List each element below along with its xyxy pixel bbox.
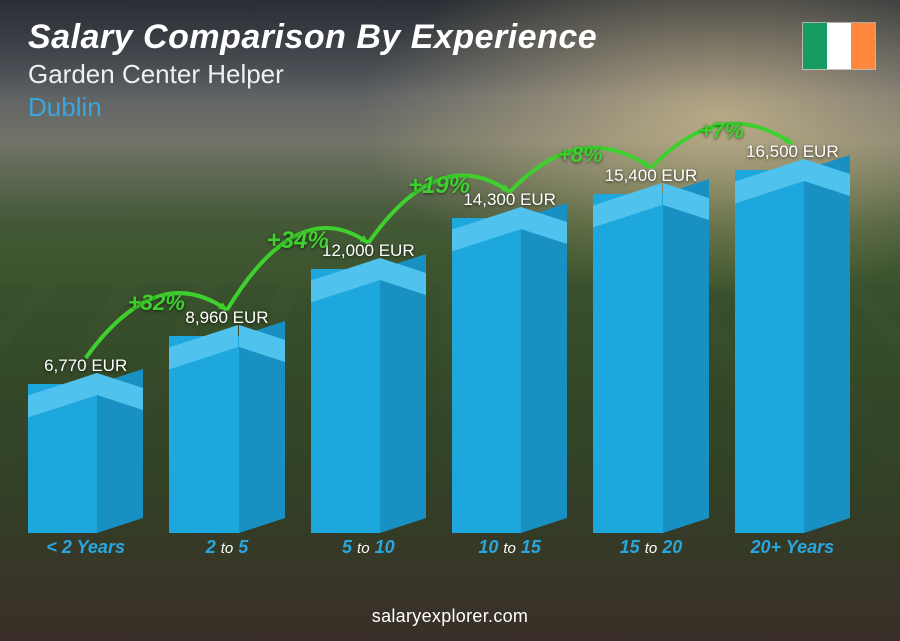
chart-title: Salary Comparison By Experience [28,18,780,57]
bar [169,336,284,533]
bar-value-label: 16,500 EUR [746,142,839,162]
bar-slot: 12,000 EUR [311,241,426,533]
bar-front-face [452,218,521,533]
bar [593,194,708,533]
bars-container: 6,770 EUR 8,960 EUR 12,000 EUR 14,300 EUR 15… [28,140,850,533]
footer-source: salaryexplorer.com [0,606,900,627]
x-axis: < 2 Years 2 to 5 5 to 10 10 to 15 15 to 20 20… [28,537,850,567]
salary-bar-chart: 6,770 EUR 8,960 EUR 12,000 EUR 14,300 EUR 15… [28,140,850,567]
bar [735,170,850,533]
ireland-flag-icon [802,22,876,70]
bar-side-face [521,203,567,533]
chart-subtitle: Garden Center Helper [28,59,780,90]
bar-front-face [311,269,380,533]
x-axis-label: < 2 Years [28,537,143,567]
chart-location: Dublin [28,92,780,123]
bar-slot: 15,400 EUR [593,166,708,533]
bar-side-face [380,254,426,533]
bar [28,384,143,533]
x-axis-label: 10 to 15 [452,537,567,567]
bar-front-face [735,170,804,533]
x-axis-label: 15 to 20 [593,537,708,567]
header: Salary Comparison By Experience Garden C… [28,18,780,123]
bar-value-label: 15,400 EUR [605,166,698,186]
flag-stripe [827,23,851,69]
flag-stripe [803,23,827,69]
bar [311,269,426,533]
bar-slot: 8,960 EUR [169,308,284,533]
bar-value-label: 6,770 EUR [44,356,127,376]
bar-slot: 14,300 EUR [452,190,567,533]
bar-value-label: 8,960 EUR [185,308,268,328]
bar [452,218,567,533]
bar-value-label: 14,300 EUR [463,190,556,210]
bar-side-face [663,179,709,533]
bar-side-face [804,155,850,533]
x-axis-label: 20+ Years [735,537,850,567]
bar-slot: 16,500 EUR [735,142,850,533]
x-axis-label: 2 to 5 [169,537,284,567]
bar-value-label: 12,000 EUR [322,241,415,261]
x-axis-label: 5 to 10 [311,537,426,567]
flag-stripe [851,23,875,69]
bar-slot: 6,770 EUR [28,356,143,533]
bar-front-face [593,194,662,533]
